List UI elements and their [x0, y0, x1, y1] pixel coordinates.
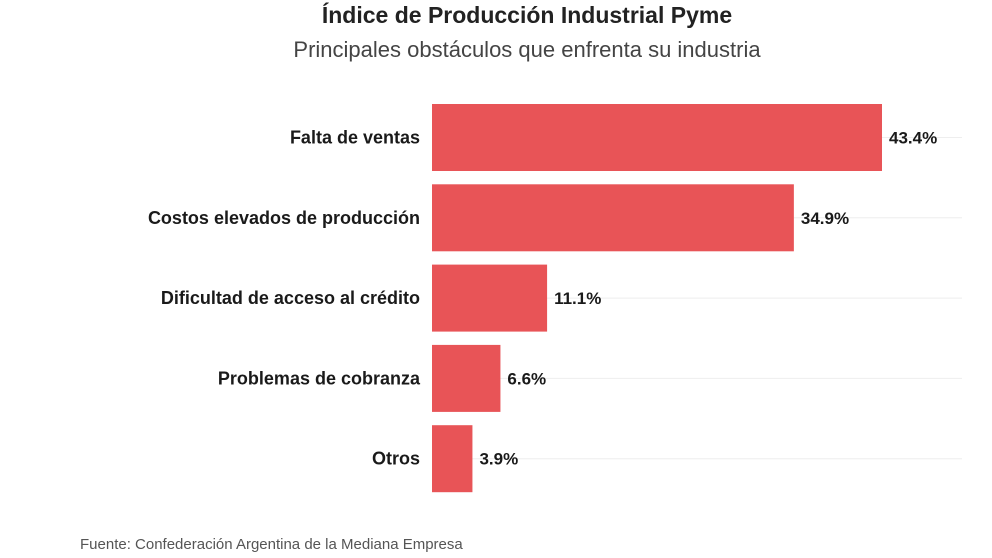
chart-title: Índice de Producción Industrial Pyme: [322, 1, 732, 28]
category-label: Problemas de cobranza: [218, 368, 421, 388]
category-label: Dificultad de acceso al crédito: [161, 288, 420, 308]
bar: [432, 184, 794, 252]
category-label: Otros: [372, 449, 420, 469]
value-label: 6.6%: [507, 369, 546, 388]
source-note: Fuente: Confederación Argentina de la Me…: [80, 536, 463, 553]
bar: [432, 344, 501, 412]
value-label: 11.1%: [554, 289, 601, 308]
value-label: 3.9%: [479, 450, 518, 469]
category-label: Falta de ventas: [290, 128, 420, 148]
bar: [432, 104, 882, 171]
value-label: 43.4%: [889, 129, 937, 148]
bar: [432, 264, 548, 332]
category-label: Costos elevados de producción: [148, 208, 420, 228]
value-label: 34.9%: [801, 209, 849, 228]
chart-subtitle: Principales obstáculos que enfrenta su i…: [293, 37, 761, 62]
bar: [432, 425, 473, 493]
